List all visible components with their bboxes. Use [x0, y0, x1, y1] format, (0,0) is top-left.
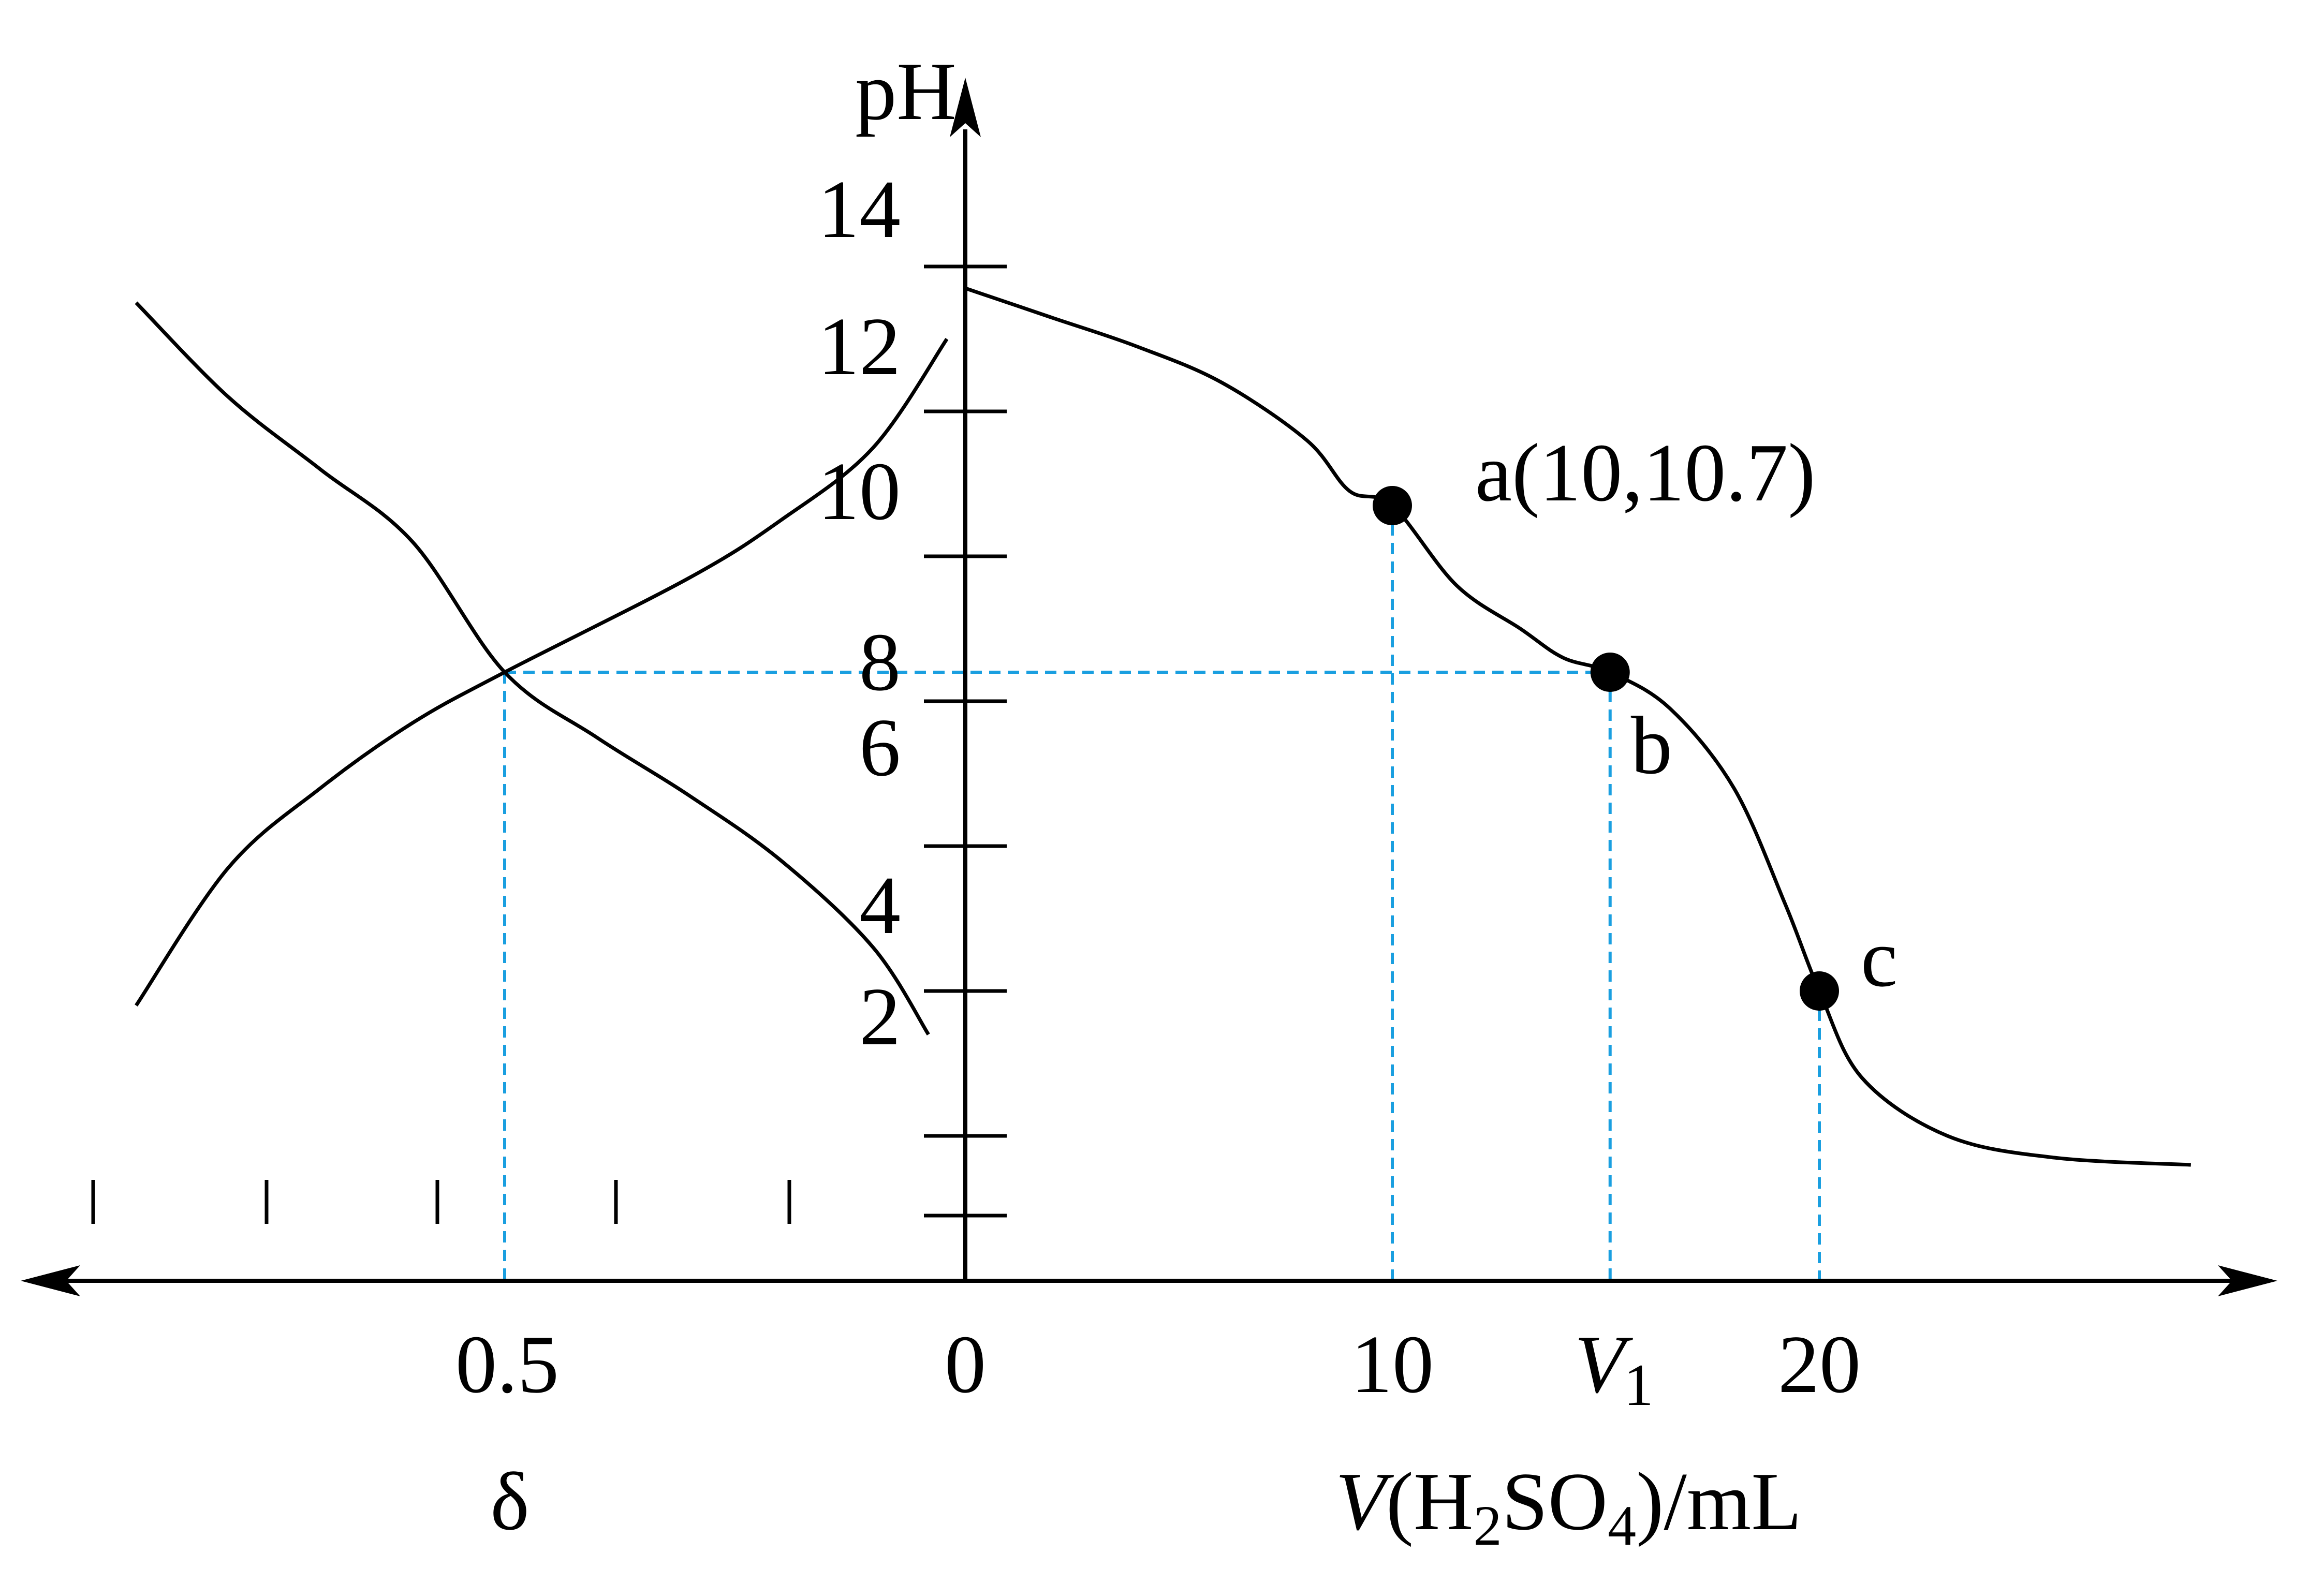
x-axis-title: V(H2SO4)/mL [1335, 1455, 1802, 1557]
y-tick-label-10: 10 [818, 445, 901, 537]
x-axis-title-sub1: 2 [1474, 1494, 1502, 1557]
x-axis-title-mid: SO [1502, 1455, 1608, 1547]
distribution-curve-0 [135, 301, 930, 1035]
titration-curve [964, 286, 2191, 1167]
data-point-2 [1800, 971, 1839, 1011]
y-tick-label-2: 2 [859, 970, 901, 1062]
y-tick-label-6: 6 [859, 701, 901, 793]
data-point-1 [1590, 653, 1630, 692]
x-tick-label-20: 20 [1778, 1318, 1861, 1410]
x-axis-left-arrow [21, 1265, 80, 1296]
x-axis-right-arrow [2218, 1265, 2277, 1296]
curves [135, 286, 2191, 1167]
point-label-b: b [1631, 699, 1672, 791]
y-axis-title: pH [855, 45, 957, 137]
x-axis-title-close: )/mL [1636, 1455, 1802, 1547]
x-tick-label-10: 10 [1351, 1318, 1434, 1410]
delta-tick-label-0.5: 0.5 [455, 1318, 559, 1410]
reference-lines [503, 506, 1821, 1281]
y-tick-label-8: 8 [859, 616, 901, 708]
delta-axis-title: δ [490, 1455, 529, 1547]
x-tick-label-v1-sub: 1 [1624, 1352, 1654, 1418]
x-tick-label-0: 0 [945, 1318, 986, 1410]
y-tick-label-4: 4 [859, 859, 901, 951]
x-axis-title-v: V [1335, 1455, 1394, 1547]
x-axis-title-sub2: 4 [1608, 1494, 1636, 1557]
distribution-curve-1 [135, 338, 949, 1007]
x-axis-title-open: (H [1386, 1455, 1474, 1547]
data-point-0 [1373, 486, 1412, 525]
data-points [1373, 486, 1839, 1011]
y-axis-arrow [950, 78, 981, 137]
point-label-c: c [1861, 912, 1898, 1004]
point-label-a: a(10,10.7) [1475, 426, 1816, 519]
y-tick-label-14: 14 [818, 163, 901, 255]
y-tick-label-12: 12 [818, 300, 901, 392]
x-tick-label-v1: V [1575, 1318, 1634, 1410]
axes [21, 78, 2277, 1296]
